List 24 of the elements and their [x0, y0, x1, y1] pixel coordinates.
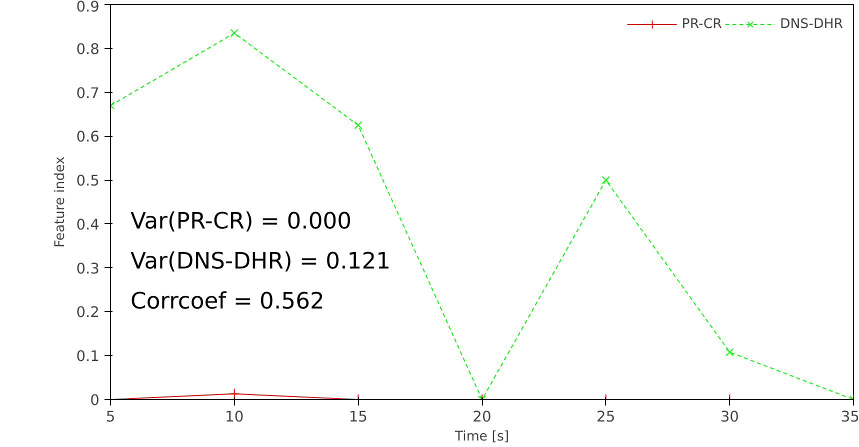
y-axis-title: Feature index [53, 156, 68, 248]
x-tick-label: 25 [596, 408, 616, 426]
x-tick-label: 20 [472, 408, 492, 426]
y-tick-label: 0.7 [76, 84, 100, 102]
annotation: Var(PR-CR) = 0.000 [130, 208, 352, 234]
legend-label: PR-CR [682, 16, 722, 32]
y-tick-label: 0.5 [76, 172, 100, 190]
x-tick-label: 15 [348, 408, 368, 426]
x-axis-title: Time [s] [454, 430, 510, 444]
y-tick-label: 0.8 [76, 40, 100, 58]
legend-label: DNS-DHR [780, 16, 843, 32]
y-tick-label: 0.3 [76, 260, 100, 278]
y-tick-label: 0.1 [76, 348, 100, 366]
y-tick-label: 0.9 [76, 0, 100, 16]
annotation: Corrcoef = 0.562 [130, 288, 324, 314]
x-tick-label: 5 [106, 408, 116, 426]
annotation: Var(DNS-DHR) = 0.121 [130, 248, 391, 274]
y-tick-label: 0.4 [76, 216, 100, 234]
y-tick-label: 0.2 [76, 304, 100, 322]
y-tick-label: 0 [90, 392, 100, 409]
x-tick-label: 30 [720, 408, 739, 426]
y-tick-label: 0.6 [76, 128, 100, 146]
x-tick-label: 10 [225, 408, 244, 426]
x-tick-label: 35 [840, 408, 859, 426]
